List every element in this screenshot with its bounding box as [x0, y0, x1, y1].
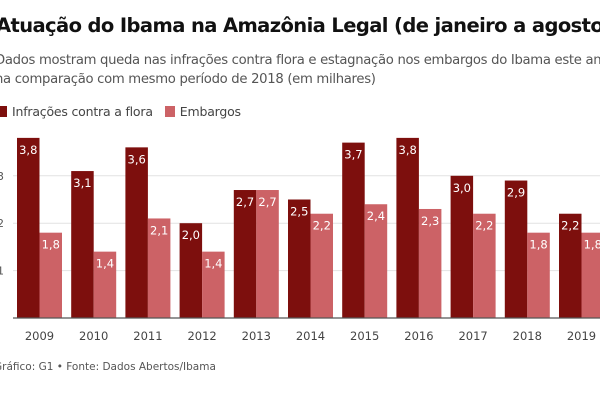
x-tick-label: 2013 — [242, 329, 271, 343]
data-label: 2,4 — [367, 209, 385, 223]
bar — [202, 251, 225, 318]
data-label: 2,2 — [561, 219, 579, 233]
bar — [450, 175, 474, 318]
chart-footer: Gráfico: G1 • Fonte: Dados Abertos/Ibama — [0, 361, 216, 373]
bar — [179, 223, 203, 318]
data-label: 3,8 — [19, 143, 37, 157]
bar — [504, 180, 528, 318]
chart-title: Atuação do Ibama na Amazônia Legal (de j… — [0, 14, 600, 37]
bar — [342, 142, 365, 318]
data-label: 1,8 — [584, 238, 600, 252]
y-tick-label: 3 — [0, 170, 4, 183]
x-tick-label: 2015 — [350, 329, 379, 343]
bar — [147, 218, 171, 318]
data-label: 3,6 — [128, 152, 146, 166]
data-label: 2,2 — [313, 219, 331, 233]
data-label: 2,2 — [475, 219, 493, 233]
data-label: 1,4 — [204, 257, 222, 271]
bar — [581, 232, 600, 318]
x-tick-label: 2010 — [79, 329, 108, 343]
x-tick-label: 2011 — [133, 329, 162, 343]
x-tick-label: 2014 — [296, 329, 325, 343]
y-tick-label: 1 — [0, 265, 4, 278]
data-label: 2,7 — [236, 195, 254, 209]
bar — [93, 251, 117, 318]
bar — [125, 147, 148, 318]
legend-item-embargos: Embargos — [164, 104, 241, 119]
legend-label-infracoes: Infrações contra a flora — [12, 104, 153, 119]
bar — [71, 171, 94, 318]
data-label: 1,8 — [42, 238, 60, 252]
y-tick-label: 2 — [0, 217, 4, 230]
x-tick-label: 2017 — [458, 329, 487, 343]
legend-swatch-embargos — [164, 106, 175, 117]
data-label: 3,8 — [399, 143, 417, 157]
bar — [396, 137, 419, 318]
bar — [288, 199, 311, 318]
x-tick-label: 2018 — [513, 329, 542, 343]
bar — [559, 213, 582, 318]
bar — [310, 213, 333, 318]
bar — [473, 213, 496, 318]
legend-item-infracoes: Infrações contra a flora — [0, 104, 153, 119]
data-label: 2,1 — [150, 223, 168, 237]
data-label: 3,7 — [344, 148, 362, 162]
bar — [364, 204, 388, 318]
legend-label-embargos: Embargos — [179, 104, 241, 119]
data-label: 1,4 — [96, 257, 114, 271]
legend-swatch-infracoes — [0, 106, 7, 117]
data-label: 2,3 — [421, 214, 439, 228]
bar — [418, 208, 442, 318]
chart-subtitle: Dados mostram queda nas infrações contra… — [0, 53, 600, 87]
data-label: 2,5 — [290, 205, 308, 219]
data-label: 2,0 — [182, 228, 200, 242]
data-label: 1,8 — [529, 238, 547, 252]
x-tick-label: 2012 — [187, 329, 216, 343]
bar — [233, 190, 257, 318]
bar — [256, 190, 279, 318]
x-tick-label: 2016 — [404, 329, 433, 343]
data-label: 3,0 — [453, 181, 471, 195]
bar — [17, 137, 40, 318]
x-tick-label: 2009 — [25, 329, 54, 343]
bar — [39, 232, 62, 318]
data-label: 2,7 — [258, 195, 276, 209]
data-label: 3,1 — [73, 176, 91, 190]
legend: Infrações contra a flora Embargos — [0, 104, 249, 119]
data-label: 2,9 — [507, 186, 525, 200]
x-tick-label: 2019 — [567, 329, 596, 343]
bar — [527, 232, 550, 318]
